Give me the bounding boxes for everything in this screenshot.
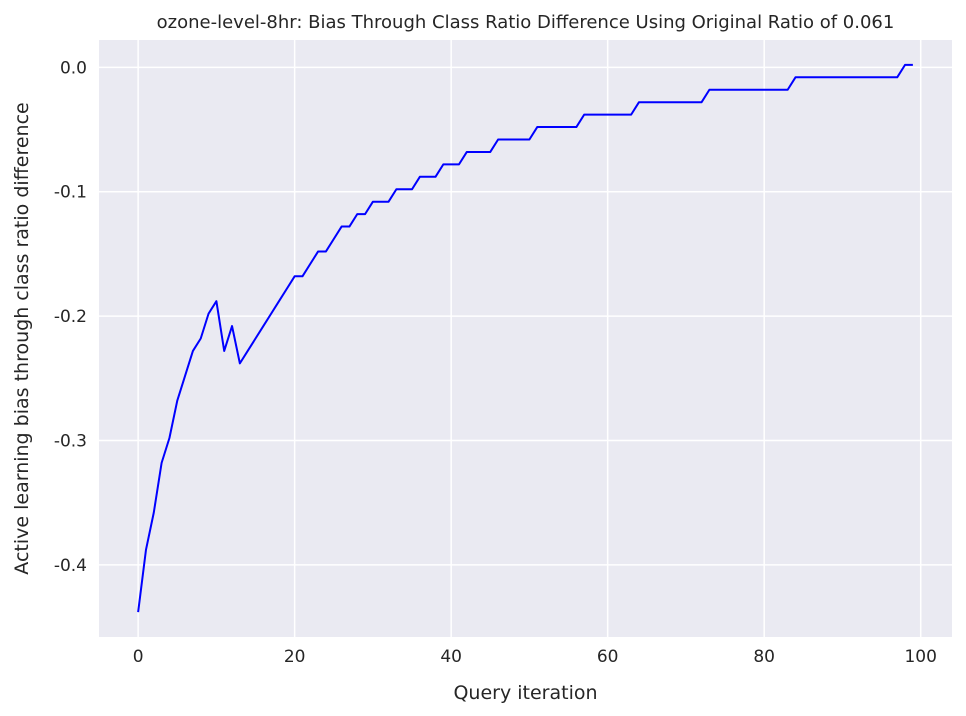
y-tick-label: -0.3 bbox=[54, 431, 87, 451]
plot-area bbox=[99, 40, 952, 637]
x-tick-label: 60 bbox=[597, 647, 619, 667]
x-tick-label: 80 bbox=[753, 647, 775, 667]
y-tick-label: -0.1 bbox=[54, 183, 87, 203]
x-axis-label: Query iteration bbox=[453, 682, 597, 704]
x-tick-label: 20 bbox=[284, 647, 306, 667]
grid-lines bbox=[99, 40, 952, 637]
x-tick-label: 100 bbox=[904, 647, 936, 667]
y-tick-label: -0.2 bbox=[54, 307, 87, 327]
x-tick-label: 0 bbox=[133, 647, 144, 667]
tick-labels: 0 20 40 60 80 100 0.0 -0.1 -0.2 -0.3 -0.4 bbox=[54, 58, 937, 667]
series-layer bbox=[137, 63, 913, 613]
series-line bbox=[137, 63, 913, 613]
y-tick-label: -0.4 bbox=[54, 556, 87, 576]
x-tick-label: 40 bbox=[440, 647, 462, 667]
y-tick-label: 0.0 bbox=[60, 58, 87, 78]
chart-title: ozone-level-8hr: Bias Through Class Rati… bbox=[157, 12, 895, 33]
y-axis-label: Active learning bias through class ratio… bbox=[11, 102, 33, 574]
